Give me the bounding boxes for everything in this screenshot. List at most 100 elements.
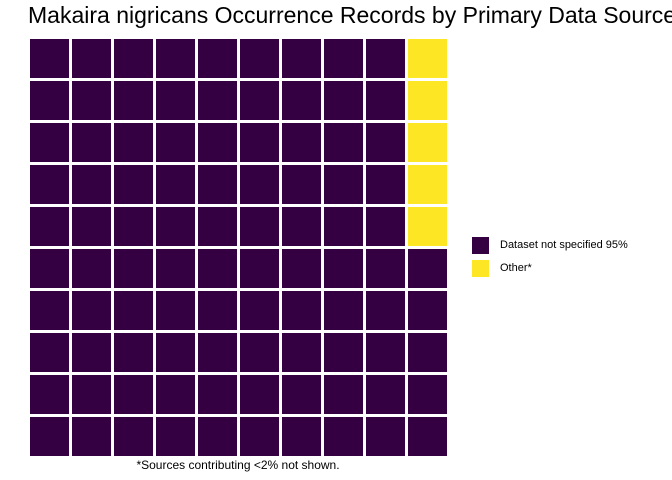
waffle-cell-dataset-not-specified	[114, 123, 153, 162]
waffle-cell-dataset-not-specified	[114, 291, 153, 330]
waffle-cell-dataset-not-specified	[408, 249, 447, 288]
waffle-cell-dataset-not-specified	[156, 123, 195, 162]
waffle-cell-dataset-not-specified	[30, 207, 69, 246]
waffle-cell-dataset-not-specified	[366, 81, 405, 120]
waffle-cell-dataset-not-specified	[282, 375, 321, 414]
waffle-cell-dataset-not-specified	[366, 249, 405, 288]
waffle-cell-dataset-not-specified	[156, 333, 195, 372]
waffle-cell-dataset-not-specified	[240, 81, 279, 120]
waffle-cell-dataset-not-specified	[72, 291, 111, 330]
waffle-cell-dataset-not-specified	[72, 249, 111, 288]
waffle-cell-dataset-not-specified	[240, 333, 279, 372]
waffle-cell-dataset-not-specified	[282, 333, 321, 372]
waffle-cell-dataset-not-specified	[156, 165, 195, 204]
waffle-cell-dataset-not-specified	[282, 291, 321, 330]
waffle-cell-dataset-not-specified	[282, 207, 321, 246]
waffle-cell-dataset-not-specified	[72, 333, 111, 372]
waffle-cell-dataset-not-specified	[282, 39, 321, 78]
waffle-cell-dataset-not-specified	[198, 207, 237, 246]
waffle-cell-dataset-not-specified	[366, 123, 405, 162]
waffle-cell-dataset-not-specified	[156, 81, 195, 120]
waffle-cell-dataset-not-specified	[198, 249, 237, 288]
waffle-cell-dataset-not-specified	[114, 249, 153, 288]
waffle-cell-dataset-not-specified	[72, 207, 111, 246]
waffle-cell-dataset-not-specified	[198, 291, 237, 330]
waffle-cell-dataset-not-specified	[240, 291, 279, 330]
waffle-cell-dataset-not-specified	[366, 375, 405, 414]
waffle-cell-dataset-not-specified	[408, 417, 447, 456]
waffle-cell-dataset-not-specified	[72, 417, 111, 456]
waffle-cell-dataset-not-specified	[198, 417, 237, 456]
waffle-cell-dataset-not-specified	[156, 207, 195, 246]
waffle-cell-dataset-not-specified	[408, 375, 447, 414]
legend-swatch-dataset-not-specified	[472, 236, 489, 254]
legend-item-other: Other*	[472, 259, 628, 277]
waffle-cell-dataset-not-specified	[114, 375, 153, 414]
waffle-cell-dataset-not-specified	[240, 375, 279, 414]
waffle-cell-dataset-not-specified	[366, 207, 405, 246]
waffle-cell-dataset-not-specified	[366, 39, 405, 78]
legend-swatch-other	[472, 259, 489, 277]
waffle-cell-dataset-not-specified	[324, 417, 363, 456]
waffle-grid	[28, 37, 448, 457]
waffle-cell-dataset-not-specified	[72, 123, 111, 162]
waffle-cell-dataset-not-specified	[30, 417, 69, 456]
waffle-cell-dataset-not-specified	[114, 81, 153, 120]
waffle-cell-dataset-not-specified	[72, 39, 111, 78]
waffle-cell-dataset-not-specified	[324, 123, 363, 162]
waffle-cell-dataset-not-specified	[282, 249, 321, 288]
legend-item-dataset-not-specified: Dataset not specified 95%	[472, 236, 628, 254]
waffle-cell-dataset-not-specified	[156, 249, 195, 288]
waffle-cell-other	[408, 123, 447, 162]
waffle-cell-dataset-not-specified	[240, 417, 279, 456]
waffle-cell-dataset-not-specified	[282, 123, 321, 162]
waffle-cell-dataset-not-specified	[324, 207, 363, 246]
waffle-cell-dataset-not-specified	[198, 375, 237, 414]
waffle-cell-dataset-not-specified	[156, 39, 195, 78]
waffle-cell-dataset-not-specified	[30, 123, 69, 162]
waffle-cell-dataset-not-specified	[198, 123, 237, 162]
chart-caption: *Sources contributing <2% not shown.	[136, 458, 340, 472]
waffle-cell-dataset-not-specified	[30, 39, 69, 78]
waffle-cell-dataset-not-specified	[198, 333, 237, 372]
waffle-cell-dataset-not-specified	[30, 375, 69, 414]
waffle-cell-dataset-not-specified	[324, 249, 363, 288]
legend-label-other: Other*	[500, 262, 532, 274]
waffle-cell-dataset-not-specified	[240, 39, 279, 78]
waffle-cell-dataset-not-specified	[114, 333, 153, 372]
waffle-cell-dataset-not-specified	[282, 417, 321, 456]
waffle-cell-dataset-not-specified	[30, 81, 69, 120]
waffle-cell-dataset-not-specified	[30, 291, 69, 330]
waffle-cell-dataset-not-specified	[198, 81, 237, 120]
waffle-cell-dataset-not-specified	[72, 375, 111, 414]
waffle-cell-dataset-not-specified	[324, 165, 363, 204]
waffle-cell-dataset-not-specified	[156, 291, 195, 330]
waffle-cell-dataset-not-specified	[240, 123, 279, 162]
waffle-cell-other	[408, 207, 447, 246]
waffle-cell-dataset-not-specified	[366, 165, 405, 204]
waffle-cell-dataset-not-specified	[366, 417, 405, 456]
waffle-cell-dataset-not-specified	[240, 207, 279, 246]
waffle-cell-dataset-not-specified	[282, 165, 321, 204]
waffle-cell-dataset-not-specified	[324, 39, 363, 78]
waffle-cell-dataset-not-specified	[156, 375, 195, 414]
waffle-cell-dataset-not-specified	[408, 291, 447, 330]
waffle-cell-dataset-not-specified	[324, 291, 363, 330]
waffle-cell-dataset-not-specified	[282, 81, 321, 120]
waffle-cell-dataset-not-specified	[30, 333, 69, 372]
waffle-cell-dataset-not-specified	[114, 207, 153, 246]
waffle-cell-dataset-not-specified	[408, 333, 447, 372]
waffle-cell-dataset-not-specified	[240, 249, 279, 288]
waffle-cell-dataset-not-specified	[72, 81, 111, 120]
legend: Dataset not specified 95% Other*	[472, 236, 628, 282]
waffle-cell-dataset-not-specified	[72, 165, 111, 204]
waffle-cell-other	[408, 39, 447, 78]
legend-label-dataset-not-specified: Dataset not specified 95%	[500, 239, 628, 251]
waffle-cell-dataset-not-specified	[240, 165, 279, 204]
waffle-cell-dataset-not-specified	[324, 333, 363, 372]
waffle-cell-dataset-not-specified	[366, 333, 405, 372]
waffle-cell-dataset-not-specified	[30, 165, 69, 204]
waffle-cell-other	[408, 81, 447, 120]
waffle-cell-other	[408, 165, 447, 204]
